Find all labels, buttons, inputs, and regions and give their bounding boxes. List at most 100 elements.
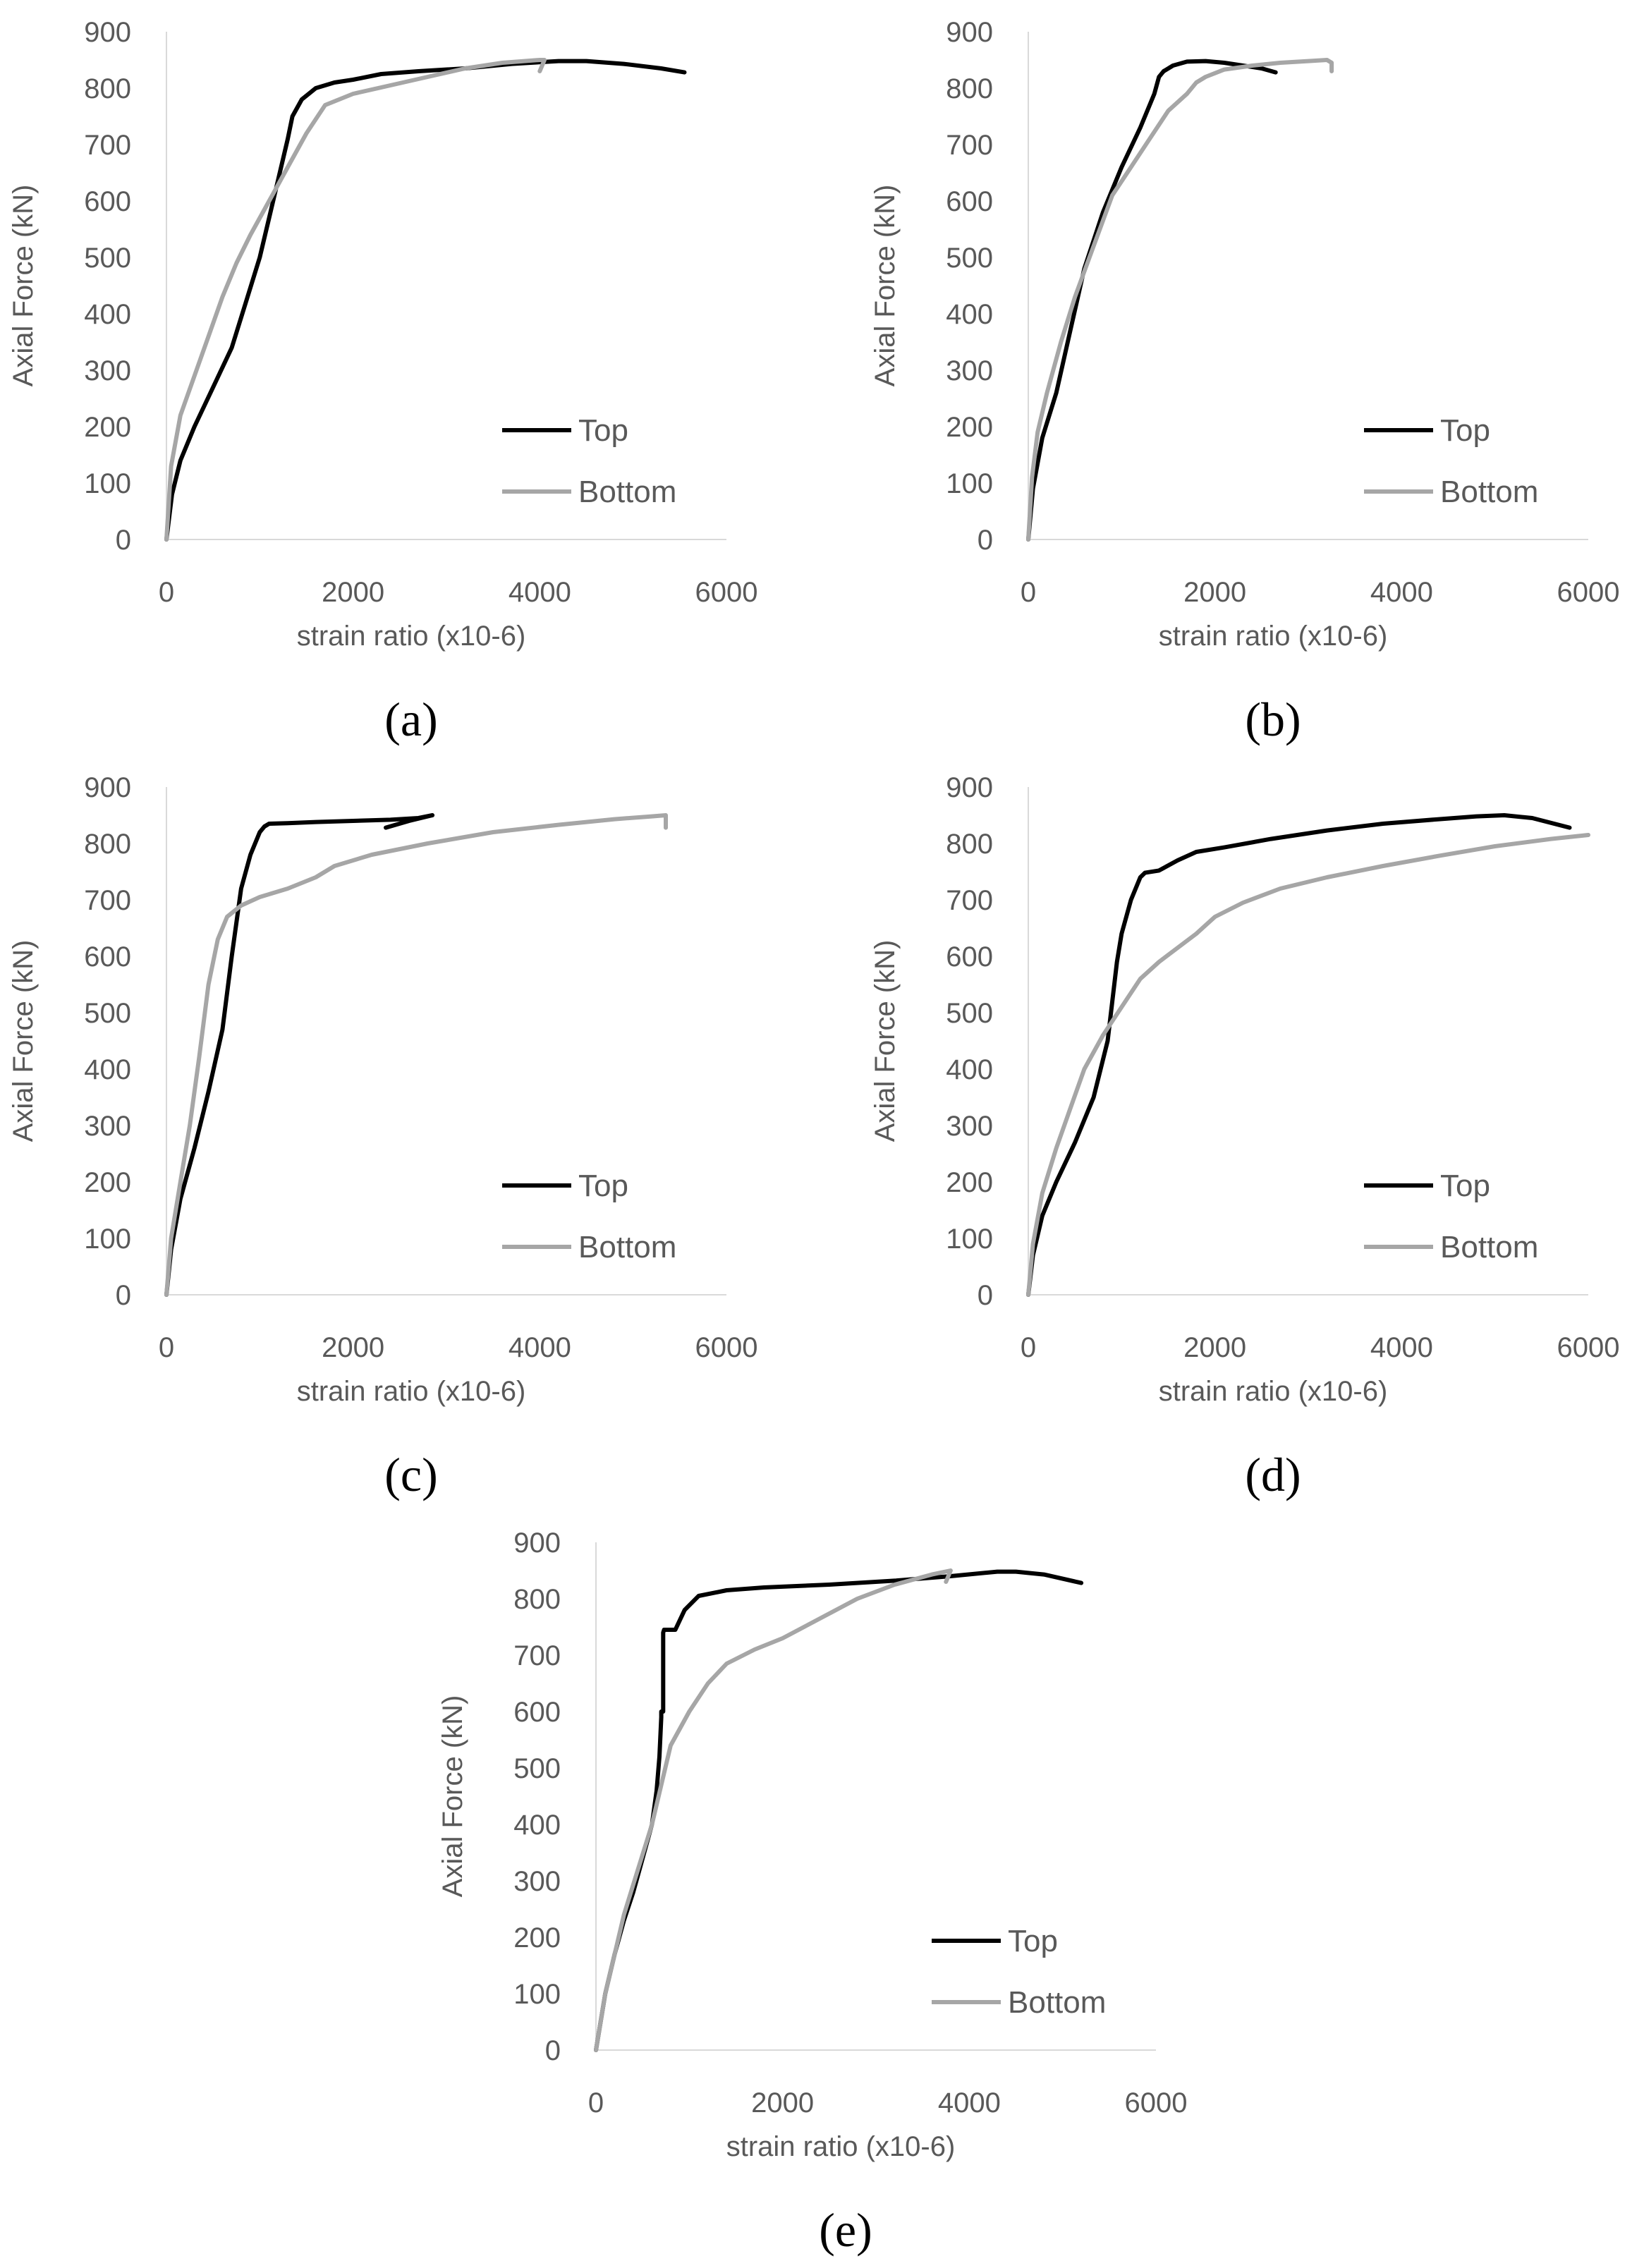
x-tick-label: 6000 [1557, 1332, 1620, 1363]
series-line-top [164, 59, 687, 542]
y-tick-label: 100 [84, 468, 131, 499]
legend-label-top: Top [1440, 413, 1490, 448]
x-tick-label: 2000 [751, 2087, 814, 2118]
y-axis-title: Axial Force (kN) [8, 940, 39, 1142]
x-tick-label: 4000 [509, 577, 571, 608]
y-tick-label: 0 [116, 1280, 131, 1311]
series-line-bottom [164, 813, 668, 1297]
panel-caption: (a) [384, 693, 437, 746]
legend-label-top: Top [578, 413, 628, 448]
y-tick-label: 200 [513, 1922, 561, 1953]
y-tick-label: 300 [946, 1111, 993, 1142]
y-tick-label: 300 [84, 1111, 131, 1142]
y-tick-label: 0 [116, 525, 131, 556]
x-tick-label: 2000 [322, 1332, 384, 1363]
y-tick-label: 800 [84, 73, 131, 104]
y-axis-title: Axial Force (kN) [8, 185, 39, 387]
y-tick-label: 600 [513, 1697, 561, 1728]
y-tick-label: 800 [513, 1584, 561, 1615]
x-tick-label: 0 [588, 2087, 604, 2118]
legend-label-bottom: Bottom [578, 1230, 676, 1264]
x-tick-label: 2000 [1183, 1332, 1246, 1363]
x-axis-title: strain ratio (x10-6) [1159, 1376, 1388, 1407]
chart-panel-3: 0 100 200 300 400 500 600 700 800 900 0 2000 4000 600… [870, 772, 1619, 1501]
y-tick-label: 800 [84, 829, 131, 860]
series-line-bottom [1026, 58, 1334, 542]
y-tick-label: 600 [946, 186, 993, 217]
panel-caption: (b) [1245, 693, 1301, 746]
y-tick-label: 800 [946, 829, 993, 860]
x-tick-label: 2000 [1183, 577, 1246, 608]
series-line-top [1026, 813, 1572, 1297]
series-line-top [164, 813, 435, 1297]
y-tick-label: 900 [946, 772, 993, 803]
x-tick-label: 2000 [322, 577, 384, 608]
y-tick-label: 500 [946, 998, 993, 1029]
y-tick-label: 100 [84, 1224, 131, 1255]
x-tick-label: 4000 [509, 1332, 571, 1363]
series-line-bottom [594, 1568, 953, 2052]
x-axis-title: strain ratio (x10-6) [1159, 621, 1388, 652]
y-tick-label: 100 [946, 468, 993, 499]
y-tick-label: 900 [84, 772, 131, 803]
x-tick-label: 6000 [695, 1332, 758, 1363]
y-tick-label: 500 [84, 243, 131, 274]
y-tick-label: 0 [545, 2035, 561, 2066]
x-tick-label: 6000 [1557, 577, 1620, 608]
y-tick-label: 500 [84, 998, 131, 1029]
legend-label-top: Top [1440, 1169, 1490, 1203]
y-axis-title: Axial Force (kN) [870, 185, 901, 387]
legend-label-top: Top [578, 1169, 628, 1203]
y-tick-label: 400 [513, 1810, 561, 1841]
y-tick-label: 600 [946, 941, 993, 973]
y-axis-title: Axial Force (kN) [437, 1695, 468, 1898]
y-tick-label: 500 [946, 243, 993, 274]
legend-label-bottom: Bottom [578, 475, 676, 509]
y-tick-label: 200 [84, 412, 131, 443]
series-line-top [1026, 59, 1278, 542]
legend-label-bottom: Bottom [1008, 1985, 1106, 2020]
y-tick-label: 400 [84, 299, 131, 330]
legend-label-bottom: Bottom [1440, 475, 1538, 509]
y-tick-label: 200 [946, 412, 993, 443]
chart-panel-0: 0 100 200 300 400 500 600 700 800 900 0 2000 4000 600… [8, 17, 757, 746]
chart-panel-1: 0 100 200 300 400 500 600 700 800 900 0 2000 4000 600… [870, 17, 1619, 746]
panel-caption: (d) [1245, 1448, 1301, 1501]
y-tick-label: 800 [946, 73, 993, 104]
series-line-top [594, 1569, 1084, 2052]
x-tick-label: 6000 [1125, 2087, 1188, 2118]
y-tick-label: 400 [946, 1054, 993, 1085]
y-tick-label: 500 [513, 1753, 561, 1784]
y-tick-label: 300 [513, 1866, 561, 1897]
series-line-bottom [1026, 833, 1590, 1297]
y-tick-label: 200 [84, 1167, 131, 1198]
x-tick-label: 4000 [938, 2087, 1001, 2118]
chart-panel-2: 0 100 200 300 400 500 600 700 800 900 0 2000 4000 600… [8, 772, 757, 1501]
y-tick-label: 600 [84, 186, 131, 217]
y-tick-label: 400 [946, 299, 993, 330]
y-tick-label: 700 [84, 885, 131, 916]
x-tick-label: 6000 [695, 577, 758, 608]
x-axis-title: strain ratio (x10-6) [726, 2131, 956, 2162]
legend-label-top: Top [1008, 1924, 1058, 1958]
chart-panel-4: 0 100 200 300 400 500 600 700 800 900 0 2000 4000 600… [437, 1528, 1187, 2257]
y-tick-label: 600 [84, 941, 131, 973]
x-tick-label: 4000 [1370, 577, 1433, 608]
y-tick-label: 700 [513, 1640, 561, 1671]
x-tick-label: 0 [159, 577, 174, 608]
y-tick-label: 300 [84, 355, 131, 386]
x-tick-label: 0 [159, 1332, 174, 1363]
panel-caption: (c) [384, 1448, 437, 1501]
y-tick-label: 400 [84, 1054, 131, 1085]
y-tick-label: 900 [84, 17, 131, 48]
y-tick-label: 0 [978, 525, 993, 556]
y-tick-label: 900 [513, 1528, 561, 1559]
y-axis-title: Axial Force (kN) [870, 940, 901, 1142]
y-tick-label: 100 [946, 1224, 993, 1255]
legend-label-bottom: Bottom [1440, 1230, 1538, 1264]
x-tick-label: 4000 [1370, 1332, 1433, 1363]
x-tick-label: 0 [1021, 577, 1036, 608]
panel-caption: (e) [819, 2203, 872, 2257]
x-axis-title: strain ratio (x10-6) [297, 621, 526, 652]
